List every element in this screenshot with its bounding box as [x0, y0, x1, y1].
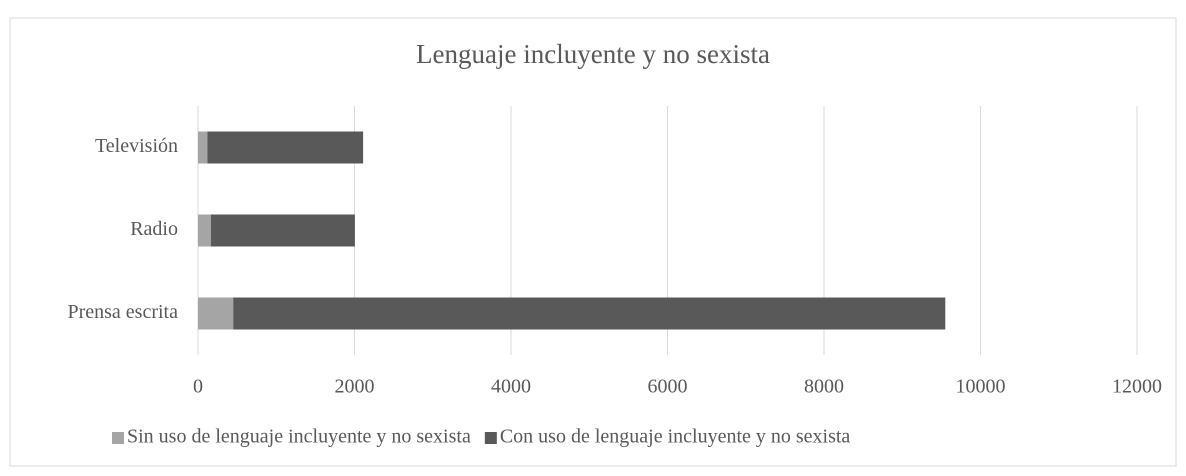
x-tick-label: 4000	[491, 376, 531, 398]
bar-segment	[198, 214, 211, 247]
x-tick-label: 12000	[1112, 376, 1162, 398]
x-tick-label: 8000	[804, 376, 844, 398]
x-tick-label: 2000	[335, 376, 375, 398]
x-tick-label: 6000	[648, 376, 688, 398]
x-tick-label: 10000	[956, 376, 1006, 398]
y-tick-label: Radio	[130, 218, 178, 240]
chart-title: Lenguaje incluyente y no sexista	[416, 39, 770, 69]
bar-segment	[207, 131, 364, 164]
bar-segment	[198, 131, 208, 164]
legend-label: Con uso de lenguaje incluyente y no sexi…	[500, 426, 851, 448]
bar-segment	[198, 297, 234, 330]
x-tick-label: 0	[193, 376, 203, 398]
y-tick-label: Televisión	[95, 135, 178, 157]
y-tick-label: Prensa escrita	[67, 301, 178, 323]
bar-segment	[210, 214, 355, 247]
legend-label: Sin uso de lenguaje incluyente y no sexi…	[127, 426, 471, 448]
legend-swatch	[112, 432, 124, 444]
chart-frame	[9, 17, 1177, 467]
legend-swatch	[484, 432, 497, 444]
bar-segment	[233, 297, 946, 330]
